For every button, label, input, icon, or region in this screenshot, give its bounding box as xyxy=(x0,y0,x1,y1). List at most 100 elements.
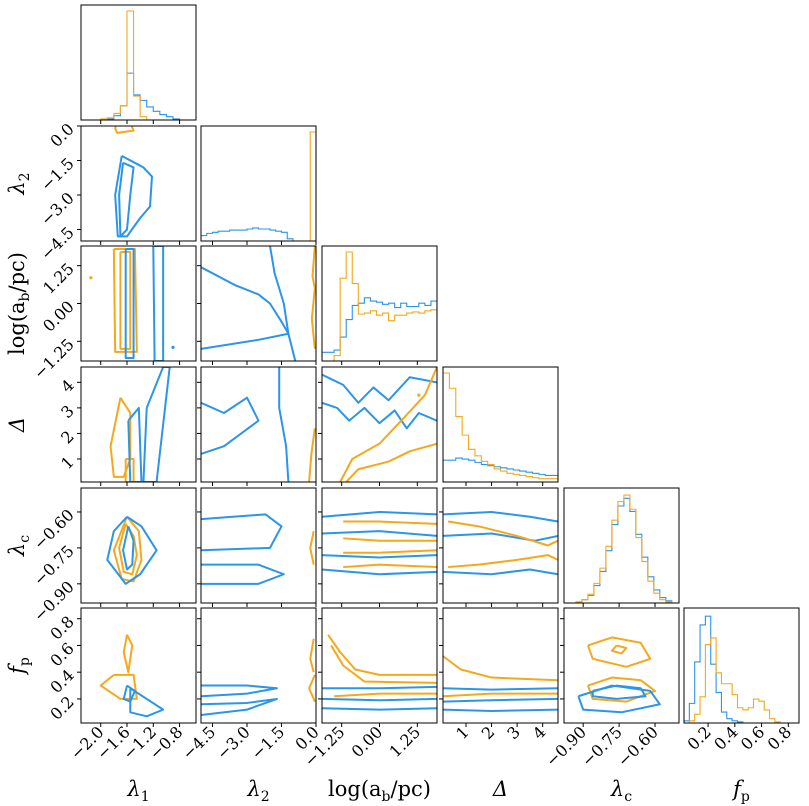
panel-content xyxy=(322,367,437,482)
contour-series-1-0 xyxy=(587,636,652,668)
contour-series-0-3 xyxy=(322,554,437,559)
panel-0-0 xyxy=(80,4,197,124)
panel-frame xyxy=(442,366,559,483)
contour-series-0-0 xyxy=(322,510,437,518)
y-tick-label: 3 xyxy=(57,401,78,422)
y-tick-label: −3.0 xyxy=(37,188,78,229)
label-part: λ xyxy=(5,543,29,557)
label-subscript: 1 xyxy=(141,789,150,805)
x-tick-label: 3 xyxy=(503,722,524,743)
histogram-series-1 xyxy=(564,494,679,603)
y-axis-label-2: log(ab/pc) xyxy=(5,252,33,355)
panel-frame xyxy=(80,4,197,121)
contour-series-1-3 xyxy=(447,520,558,547)
x-tick-label: −1.5 xyxy=(247,722,288,763)
x-axis-label-2: log(ab/pc) xyxy=(328,777,431,805)
contour-series-0-0 xyxy=(201,396,260,455)
label-part: λ xyxy=(126,777,140,801)
contour-series-1-1 xyxy=(99,673,138,700)
contour-series-0-2 xyxy=(122,525,135,571)
contour-series-1-2 xyxy=(334,692,437,698)
contour-series-0-3 xyxy=(443,697,558,703)
contour-series-0-3 xyxy=(129,687,165,718)
histogram-series-0 xyxy=(564,497,679,603)
contour-series-0-0 xyxy=(443,510,558,523)
contour-series-0-2 xyxy=(124,248,135,359)
x-tick-label: 0.2 xyxy=(683,722,714,753)
x-tick-label: 0.6 xyxy=(737,722,768,753)
histogram-series-1 xyxy=(81,10,193,120)
contour-series-1-0 xyxy=(118,523,138,576)
panel-content xyxy=(81,10,193,120)
contour-series-1-4 xyxy=(448,554,558,569)
label-subscript: p xyxy=(741,789,750,805)
panel-content xyxy=(201,246,316,361)
y-axis-label-1: λ2 xyxy=(5,172,33,195)
y-tick-label: 1 xyxy=(57,452,78,473)
histogram-series-0 xyxy=(684,615,797,723)
contour-series-0-0 xyxy=(201,513,283,552)
contour-series-0-3 xyxy=(152,246,165,361)
contour-series-1-1 xyxy=(330,644,437,684)
x-tick-label: −4.5 xyxy=(178,722,219,763)
panel-content xyxy=(564,494,679,603)
x-tick-label: −3.0 xyxy=(213,722,254,763)
contour-series-1-5 xyxy=(343,563,437,569)
panel-2-0: −1.250.001.25 xyxy=(30,245,197,383)
y-tick-label: 4 xyxy=(57,376,78,397)
panel-content xyxy=(114,126,153,238)
y-tick-label: 0.4 xyxy=(46,666,77,697)
label-part: f xyxy=(731,777,744,801)
panel-content xyxy=(443,655,558,712)
label-part: /pc) xyxy=(5,252,29,292)
panel-5-2: −1.25 0.00 1.25 xyxy=(300,607,438,770)
contour-series-1-0 xyxy=(109,397,132,478)
label-subscript: 2 xyxy=(261,789,270,805)
contour-series-0-1 xyxy=(443,568,558,576)
x-axis-label-1: λ2 xyxy=(246,777,269,805)
y-tick-label: 2 xyxy=(57,427,78,448)
panel-content xyxy=(201,513,315,585)
label-part: /pc) xyxy=(391,777,431,801)
contour-series-0-2 xyxy=(443,532,558,542)
label-part: Δ xyxy=(5,417,29,433)
panel-5-1: −4.5−3.0−1.5 0.0 xyxy=(178,607,323,763)
label-subscript: c xyxy=(624,789,632,805)
panel-frame xyxy=(563,487,680,604)
contour-series-0-1 xyxy=(201,563,285,585)
label-subscript: b xyxy=(382,789,391,805)
contour-series-1-2 xyxy=(339,367,437,482)
panel-4-4 xyxy=(563,487,680,607)
contour-series-0-3 xyxy=(142,367,171,482)
panel-2-1 xyxy=(197,245,317,365)
y-axis-label-4: λc xyxy=(5,535,33,557)
contour-series-1-4 xyxy=(343,520,437,525)
histogram-series-1 xyxy=(322,251,437,361)
data-point-1 xyxy=(171,345,175,349)
x-tick-label: 0.4 xyxy=(710,722,741,753)
panel-content xyxy=(322,251,437,361)
histogram-series-1 xyxy=(684,637,797,723)
panel-frame xyxy=(442,607,559,724)
panel-content xyxy=(109,367,171,482)
contour-series-0-1 xyxy=(201,697,278,716)
contour-series-1-7 xyxy=(343,549,437,554)
label-part: λ xyxy=(246,777,260,801)
contour-series-1-1 xyxy=(112,516,143,583)
panel-2-2 xyxy=(321,245,438,365)
contour-series-0-0 xyxy=(201,266,290,350)
histogram-series-0 xyxy=(322,297,437,361)
label-subscript: p xyxy=(17,657,33,666)
contour-series-1-2 xyxy=(309,530,315,565)
contour-series-1-1 xyxy=(124,458,135,482)
label-part: log(a xyxy=(328,777,382,801)
contour-series-1-0 xyxy=(327,634,437,676)
label-part: λ xyxy=(610,777,624,801)
label-part: f xyxy=(5,663,29,676)
y-tick-label: −1.5 xyxy=(37,154,78,195)
contour-series-1-0 xyxy=(119,251,132,350)
panel-frame xyxy=(80,487,197,604)
